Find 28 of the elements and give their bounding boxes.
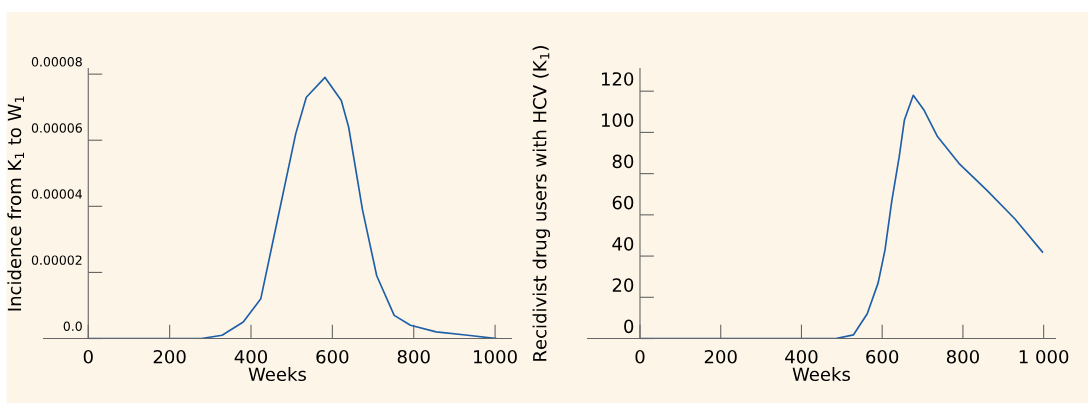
x-tick-label: 0: [83, 349, 93, 364]
y-tick-label: 0: [624, 319, 634, 334]
x-tick-label: 400: [785, 349, 818, 364]
x-tick-label: 800: [946, 349, 979, 364]
x-axis-title: Weeks: [248, 367, 306, 382]
x-tick-label: 0: [635, 349, 645, 364]
x-tick-label: 400: [234, 349, 268, 364]
y-tick-label: 80: [612, 154, 634, 169]
y-tick-label: 0.00004: [31, 189, 83, 199]
x-tick-label: 200: [153, 349, 186, 364]
y-tick-label: 100: [601, 113, 634, 128]
x-tick-label: 600: [866, 349, 899, 364]
y-tick-label: 120: [601, 72, 634, 86]
y-tick-label: 60: [612, 195, 634, 210]
x-tick-label: 200: [704, 349, 737, 364]
x-tick-label: 600: [316, 349, 349, 364]
x-tick-label: 1000: [474, 349, 517, 364]
y-tick-label: 0.00006: [31, 123, 82, 133]
y-tick-label: 0.00002: [31, 255, 82, 265]
x-axis-title: Weeks: [792, 367, 850, 382]
y-tick-label: 0.00008: [31, 57, 82, 67]
x-tick-label: 800: [397, 349, 430, 364]
y-tick-label: 20: [612, 278, 634, 292]
y-axis-title: Incidence from K$_{1}$ to W$_{1}$: [7, 96, 25, 311]
x-tick-label: 1 000: [1019, 349, 1069, 364]
y-axis-title: Recidivist drug users with HCV (K$_{1}$): [532, 46, 551, 361]
y-tick-label: 0.0: [63, 321, 82, 331]
y-tick-label: 40: [612, 237, 634, 251]
